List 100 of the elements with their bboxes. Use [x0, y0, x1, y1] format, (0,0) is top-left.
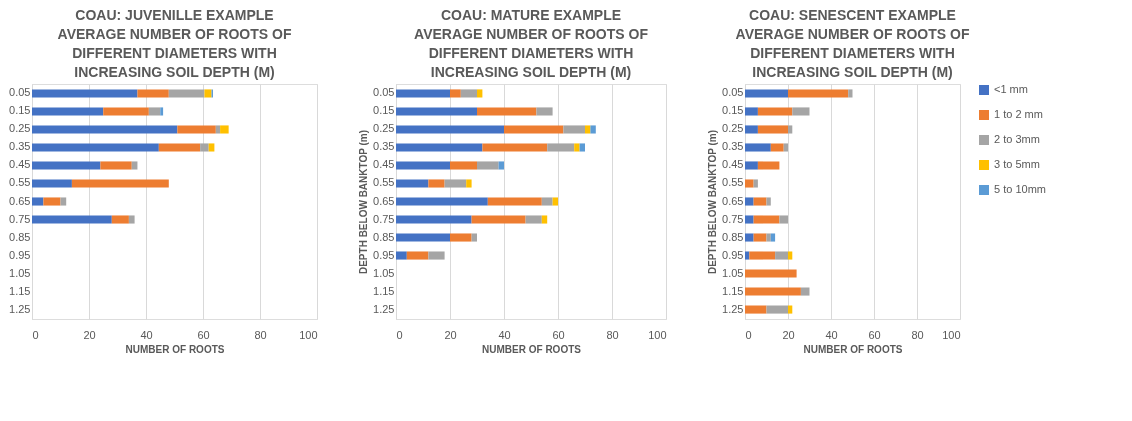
bar — [32, 143, 159, 152]
y-tick-label: 0.25 — [722, 122, 744, 135]
x-tick-label: 100 — [942, 328, 961, 341]
bar — [788, 251, 793, 260]
y-tick-label: 1.25 — [722, 302, 744, 315]
bar — [177, 125, 216, 134]
y-tick-label: 0.45 — [722, 158, 744, 171]
bar — [775, 251, 788, 260]
x-tick-label: 0 — [32, 328, 39, 341]
y-tick-label: 0.15 — [9, 104, 31, 117]
bar — [766, 197, 771, 206]
bar — [498, 161, 504, 170]
bar — [60, 197, 67, 206]
bar — [460, 89, 477, 98]
bar — [574, 143, 580, 152]
bar — [466, 179, 472, 188]
bar — [482, 143, 548, 152]
bar — [396, 251, 407, 260]
bar — [450, 89, 461, 98]
bar — [208, 143, 215, 152]
y-tick-label: 0.85 — [722, 230, 744, 243]
x-tick-label: 0 — [745, 328, 752, 341]
bar — [590, 125, 596, 134]
bar — [396, 143, 483, 152]
bar — [111, 215, 129, 224]
bar — [428, 251, 445, 260]
x-axis-title: NUMBER OF ROOTS — [125, 343, 225, 355]
y-tick-label: 0.85 — [9, 230, 31, 243]
bar — [148, 107, 161, 116]
y-tick-label: 0.05 — [722, 86, 744, 99]
y-tick-label: 1.15 — [722, 284, 744, 297]
bar — [450, 233, 472, 242]
bar — [770, 143, 784, 152]
bar — [585, 125, 591, 134]
y-tick-label: 1.05 — [722, 266, 744, 279]
bar — [745, 233, 754, 242]
bar — [745, 179, 754, 188]
bar — [32, 161, 101, 170]
bar — [766, 233, 771, 242]
x-tick-label: 100 — [299, 328, 318, 341]
bar — [800, 287, 810, 296]
bar — [753, 179, 758, 188]
bar — [396, 215, 472, 224]
bar — [406, 251, 429, 260]
y-tick-label: 0.65 — [722, 194, 744, 207]
bar — [450, 161, 477, 170]
bar — [103, 107, 149, 116]
bar — [745, 269, 797, 278]
x-tick-label: 60 — [552, 328, 565, 341]
y-tick-label: 0.15 — [373, 104, 395, 117]
x-tick-label: 60 — [197, 328, 210, 341]
x-tick-label: 20 — [444, 328, 457, 341]
y-axis-title: DEPTH BELOW BANKTOP (m) — [358, 129, 370, 275]
bar — [160, 107, 164, 116]
x-tick-label: 20 — [782, 328, 795, 341]
bar — [547, 143, 575, 152]
x-tick-label: 40 — [140, 328, 153, 341]
y-tick-label: 1.15 — [373, 284, 395, 297]
bar — [552, 197, 558, 206]
y-tick-label: 0.55 — [9, 176, 31, 189]
legend-label: 2 to 3mm — [994, 133, 1040, 145]
bar — [563, 125, 585, 134]
bar — [745, 107, 758, 116]
x-axis-title: NUMBER OF ROOTS — [482, 343, 582, 355]
bar — [770, 233, 776, 242]
bar — [477, 161, 499, 170]
x-tick-label: 20 — [83, 328, 96, 341]
bar — [100, 161, 132, 170]
bar — [783, 143, 788, 152]
x-tick-label: 0 — [396, 328, 403, 341]
y-tick-label: 1.15 — [9, 284, 31, 297]
y-tick-label: 0.95 — [9, 248, 31, 261]
bar — [745, 197, 754, 206]
y-tick-label: 0.25 — [9, 122, 31, 135]
bar — [396, 197, 488, 206]
y-tick-label: 0.95 — [373, 248, 395, 261]
bar — [745, 89, 788, 98]
bar — [128, 215, 135, 224]
bar — [541, 215, 548, 224]
bar — [579, 143, 585, 152]
bar — [757, 107, 793, 116]
y-tick-label: 0.55 — [722, 176, 744, 189]
bar — [158, 143, 201, 152]
y-tick-label: 0.65 — [373, 194, 395, 207]
bar — [745, 251, 750, 260]
bar — [788, 125, 793, 134]
bar — [766, 305, 788, 314]
bar — [749, 251, 776, 260]
y-tick-label: 0.75 — [373, 212, 395, 225]
y-tick-label: 1.05 — [373, 266, 395, 279]
x-tick-label: 60 — [868, 328, 881, 341]
bar — [504, 125, 564, 134]
bar — [753, 197, 767, 206]
bar — [745, 287, 801, 296]
legend-label: <1 mm — [994, 83, 1028, 95]
bar — [396, 125, 504, 134]
bar — [745, 125, 758, 134]
bar — [137, 89, 169, 98]
y-tick-label: 1.25 — [373, 302, 395, 315]
bar — [396, 161, 450, 170]
